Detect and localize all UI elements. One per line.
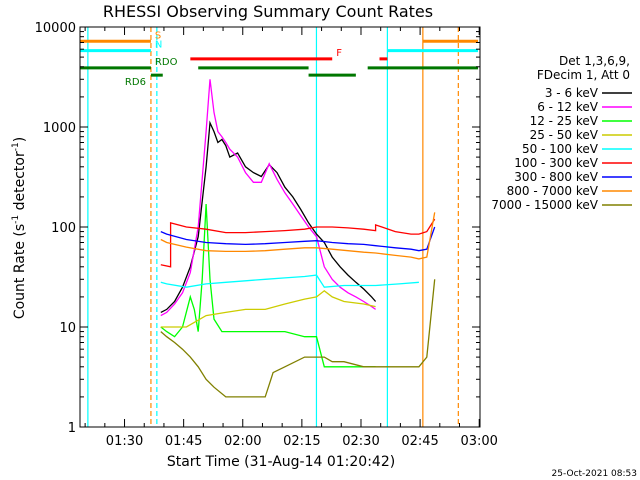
legend-label-6: 300 - 800 keV bbox=[514, 170, 598, 184]
legend-label-0: 3 - 6 keV bbox=[545, 86, 599, 100]
legend-header-1: FDecim 1, Att 0 bbox=[537, 68, 630, 82]
y-tick-label-4: 10000 bbox=[35, 21, 76, 36]
y-tick-label-0: 1 bbox=[68, 421, 76, 436]
status-bar-label-4: RD6 bbox=[125, 77, 146, 88]
y-tick-label-3: 1000 bbox=[43, 121, 76, 136]
y-axis-label: Count Rate (s-1 detector-1) bbox=[11, 137, 28, 319]
axes: 1 10 100 1000 10000 01:30 01:45 02:00 02:15 02:30… bbox=[35, 21, 498, 449]
timestamp: 25-Oct-2021 08:53 bbox=[552, 469, 637, 479]
series-line-7 bbox=[160, 212, 436, 260]
x-tick-label-2: 02:00 bbox=[224, 434, 261, 449]
legend-label-2: 12 - 25 keV bbox=[530, 114, 599, 128]
series-line-0 bbox=[160, 120, 377, 313]
status-bars: SN F RDO RD6 bbox=[80, 30, 479, 88]
legend-label-7: 800 - 7000 keV bbox=[507, 184, 599, 198]
x-tick-label-1: 01:45 bbox=[165, 434, 202, 449]
legend-header-0: Det 1,3,6,9, bbox=[559, 54, 630, 68]
legend-label-3: 25 - 50 keV bbox=[530, 128, 599, 142]
status-bar-label-2: F bbox=[336, 48, 342, 59]
status-bar-label-1: N bbox=[155, 40, 162, 51]
y-tick-label-1: 10 bbox=[59, 321, 76, 336]
series-line-8 bbox=[160, 279, 436, 398]
x-tick-label-3: 02:15 bbox=[283, 434, 320, 449]
y-tick-label-2: 100 bbox=[51, 221, 76, 236]
x-tick-label-5: 02:45 bbox=[401, 434, 438, 449]
x-tick-label-4: 02:30 bbox=[342, 434, 379, 449]
legend-label-5: 100 - 300 keV bbox=[514, 156, 598, 170]
legend-label-8: 7000 - 15000 keV bbox=[491, 198, 598, 212]
status-bar-label-0: S bbox=[155, 30, 161, 41]
x-tick-label-6: 03:00 bbox=[460, 434, 497, 449]
series-line-2 bbox=[160, 203, 376, 368]
status-bar-label-3: RDO bbox=[155, 57, 178, 68]
series-line-1 bbox=[160, 79, 376, 317]
series-layer bbox=[160, 79, 436, 398]
chart-title: RHESSI Observing Summary Count Rates bbox=[103, 2, 433, 21]
x-tick-label-0: 01:30 bbox=[106, 434, 143, 449]
vertical-markers bbox=[87, 27, 459, 427]
x-axis-label: Start Time (31-Aug-14 01:20:42) bbox=[167, 454, 395, 470]
series-line-3 bbox=[160, 289, 376, 328]
legend-label-4: 50 - 100 keV bbox=[522, 142, 599, 156]
legend-label-1: 6 - 12 keV bbox=[537, 100, 599, 114]
series-line-6 bbox=[160, 226, 436, 252]
series-line-4 bbox=[160, 274, 419, 288]
series-line-5 bbox=[160, 218, 436, 268]
